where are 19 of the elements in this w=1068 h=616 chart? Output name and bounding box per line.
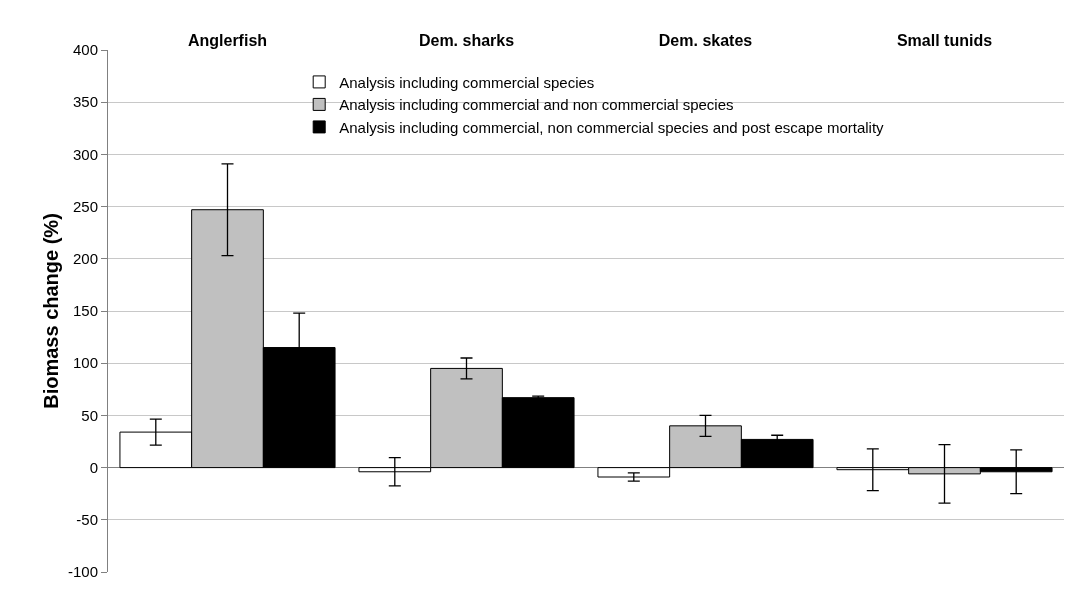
y-tick-label: 300 [72,145,98,163]
y-tick-label: 0 [89,458,98,476]
legend-label: Analysis including commercial, non commercial species and post escape mortality [339,118,885,136]
x-tick-label: Small tunids [896,31,993,49]
y-tick-label: 400 [72,41,98,59]
x-tick-label: Anglerfish [187,31,268,49]
x-tick-label: Dem. skates [658,31,753,49]
x-tick-label: Dem. sharks [418,31,515,49]
legend-label: Analysis including commercial species [339,73,595,91]
y-tick-label: -50 [76,511,98,529]
y-tick-label: 250 [72,197,98,215]
y-tick-label: 200 [72,250,98,268]
y-tick-label: 350 [72,93,98,111]
y-tick-label: 150 [72,302,98,320]
y-tick-label: 100 [72,354,98,372]
legend-label: Analysis including commercial and non commercial species [339,96,734,114]
y-axis-title: Biomass change (%) [40,213,62,409]
y-tick-label: 50 [81,406,98,424]
y-tick-label: -100 [67,563,98,581]
